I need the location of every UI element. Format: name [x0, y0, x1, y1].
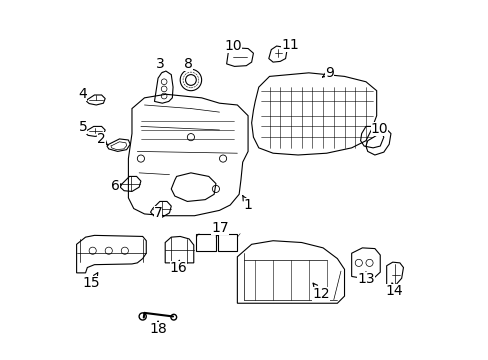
Text: 5: 5 — [79, 120, 87, 134]
Text: 11: 11 — [281, 38, 299, 52]
Text: 10: 10 — [370, 122, 387, 136]
Text: 2: 2 — [97, 132, 108, 146]
Text: 7: 7 — [153, 206, 162, 220]
Text: 9: 9 — [322, 66, 333, 80]
Text: 6: 6 — [111, 179, 121, 193]
Text: 10: 10 — [224, 39, 242, 53]
Text: 16: 16 — [169, 260, 187, 275]
Text: 14: 14 — [385, 283, 403, 298]
Text: 15: 15 — [82, 273, 100, 290]
Text: 1: 1 — [242, 195, 252, 212]
Text: 8: 8 — [183, 57, 192, 71]
Text: 17: 17 — [211, 221, 228, 236]
Text: 13: 13 — [356, 272, 374, 286]
Text: 4: 4 — [79, 86, 87, 100]
Text: 12: 12 — [312, 283, 329, 301]
Text: 18: 18 — [149, 321, 166, 336]
Text: 3: 3 — [156, 57, 164, 71]
